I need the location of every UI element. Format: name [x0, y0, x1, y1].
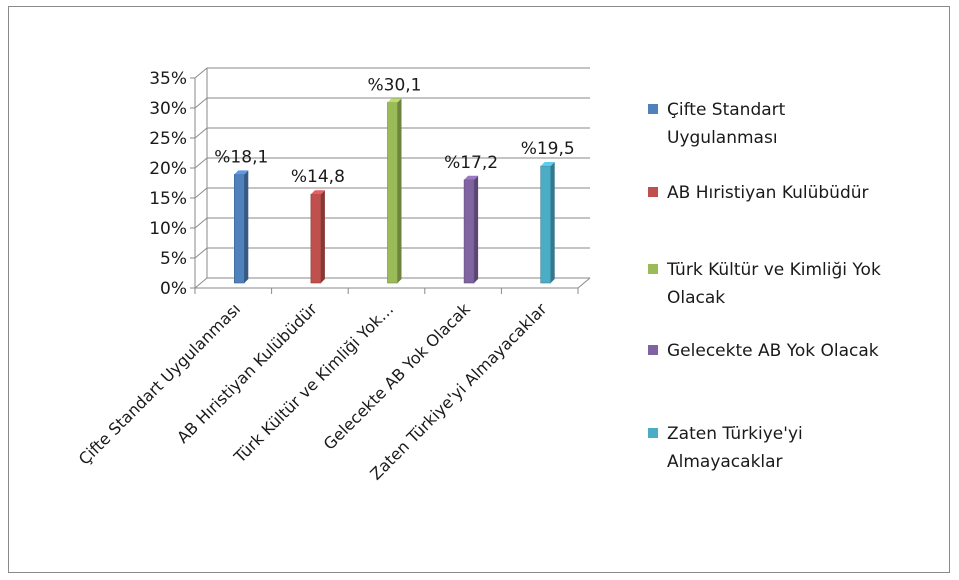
bar-side [320, 190, 325, 283]
legend-label: AB Hıristiyan Kulübüdür [667, 183, 869, 203]
y-tick-label: 15% [149, 189, 187, 209]
legend: Çifte Standart Uygulanması AB Hıristiyan K… [648, 100, 881, 472]
y-tick-label: 5% [160, 249, 187, 269]
legend-item: Zaten Türkiye'yi Almayacaklar [648, 424, 803, 472]
x-category-label: Gelecekte AB Yok Olacak [320, 299, 475, 454]
legend-label: Uygulanması [667, 128, 778, 148]
legend-item: Gelecekte AB Yok Olacak [648, 341, 879, 361]
bar-top [310, 190, 325, 195]
x-category-label: AB Hıristiyan Kulübüdür [173, 299, 321, 447]
data-label: %17,2 [444, 153, 498, 173]
gridline-side [194, 67, 208, 79]
bar-side [550, 162, 555, 283]
bar [310, 190, 325, 284]
y-tick-label: 25% [149, 129, 187, 149]
legend-swatch [648, 104, 658, 114]
legend-swatch [648, 345, 658, 355]
gridline-side [194, 157, 208, 169]
y-tick-label: 35% [149, 69, 187, 89]
legend-swatch [648, 187, 658, 197]
bar-top [387, 98, 402, 103]
legend-item: Türk Kültür ve Kimliği Yok Olacak [648, 260, 881, 308]
legend-item: AB Hıristiyan Kulübüdür [648, 183, 869, 203]
legend-label: Olacak [667, 288, 725, 308]
bar-side [474, 175, 479, 283]
x-category-label: Çifte Standart Uygulanması [75, 299, 244, 468]
bar [234, 170, 249, 284]
data-label: %18,1 [214, 147, 268, 167]
y-tick-label: 30% [149, 99, 187, 119]
y-tick-label: 0% [160, 279, 187, 299]
bar-side [397, 98, 402, 284]
legend-item: Çifte Standart Uygulanması [648, 100, 786, 148]
gridline-side [194, 217, 208, 229]
data-label: %19,5 [521, 139, 575, 159]
legend-label: Türk Kültür ve Kimliği Yok [666, 260, 881, 280]
gridline-side [194, 277, 208, 289]
data-label: %30,1 [367, 75, 421, 95]
bar-top [234, 170, 249, 175]
x-category-label: Türk Kültür ve Kimliği Yok… [230, 299, 398, 467]
legend-label: Çifte Standart [667, 100, 786, 120]
gridline-side [194, 187, 208, 199]
bar-front [310, 193, 322, 284]
legend-swatch [648, 428, 658, 438]
gridline-side [194, 97, 208, 109]
legend-label: Zaten Türkiye'yi [667, 424, 803, 444]
bar-front [540, 165, 552, 284]
gridline-side [194, 247, 208, 259]
bar-front [463, 179, 475, 284]
bar-front [234, 174, 245, 284]
y-tick-label: 10% [149, 219, 187, 239]
bar [540, 162, 555, 284]
bar [463, 175, 479, 284]
bar-front [387, 102, 398, 284]
bar [387, 98, 402, 284]
legend-label: Gelecekte AB Yok Olacak [667, 341, 879, 361]
legend-label: Almayacaklar [667, 452, 783, 472]
legend-swatch [648, 264, 658, 274]
bar-top [464, 175, 479, 180]
data-label: %14,8 [291, 167, 345, 187]
gridline-side [194, 127, 208, 139]
floor-right-edge [577, 277, 591, 289]
bar-top [540, 162, 555, 166]
bar-side [244, 170, 249, 283]
y-tick-label: 20% [149, 159, 187, 179]
bar-layer [234, 98, 555, 284]
chart-frame [8, 6, 950, 573]
